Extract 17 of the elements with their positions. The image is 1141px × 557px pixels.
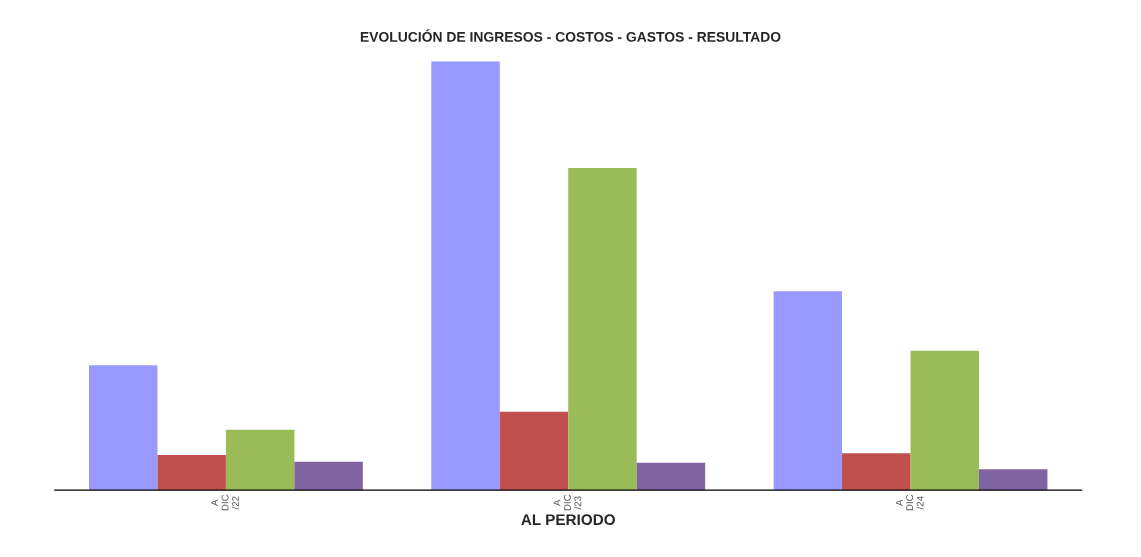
chart-title: EVOLUCIÓN DE INGRESOS - COSTOS - GASTOS - RESULTADO xyxy=(360,29,781,42)
bar xyxy=(499,411,569,491)
bar xyxy=(225,429,295,491)
bar xyxy=(89,365,158,491)
bar xyxy=(636,462,706,491)
x-tick-label: A DIC /22 xyxy=(211,494,239,511)
x-tick-label: A DIC /23 xyxy=(553,494,582,511)
bar xyxy=(157,454,226,491)
bar xyxy=(978,469,1048,491)
bar xyxy=(294,461,363,491)
bar xyxy=(568,168,637,491)
bar xyxy=(773,291,843,491)
bar xyxy=(842,453,911,491)
bar xyxy=(910,350,979,491)
bar xyxy=(431,61,500,491)
x-tick-label: A DIC /24 xyxy=(895,494,924,511)
x-axis-title: AL PERIODO xyxy=(521,514,615,526)
